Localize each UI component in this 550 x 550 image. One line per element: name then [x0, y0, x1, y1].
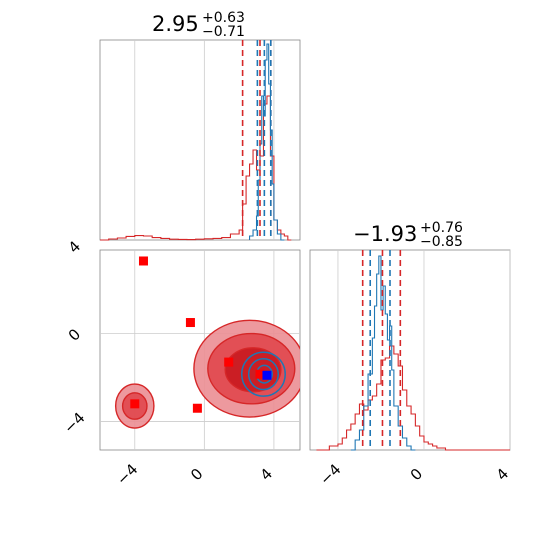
right-xtick-label: 4 [493, 465, 512, 484]
top-title-median: 2.95 [152, 12, 199, 36]
red-point [192, 403, 202, 413]
right-histogram [316, 250, 511, 451]
red-point [255, 369, 265, 379]
panel-top-left-frame [99, 39, 301, 241]
blue-point [262, 370, 272, 380]
red-point [185, 318, 195, 328]
joint-xtick-label: −4 [113, 460, 141, 488]
histogram-step-blue [249, 43, 285, 241]
blue-density-contour [240, 351, 286, 397]
right-title-median: −1.93 [353, 222, 417, 246]
joint-plot-area [100, 250, 300, 450]
right-title-lower: −0.85 [420, 234, 463, 250]
joint-ytick-label: 0 [65, 325, 84, 344]
top-title-upper: +0.63 [202, 10, 245, 26]
joint-xtick-label: 4 [257, 465, 276, 484]
joint-scatter [100, 250, 300, 450]
red-point [138, 256, 148, 266]
right-title-upper: +0.76 [420, 220, 463, 236]
histogram-step-red [316, 345, 510, 451]
histogram-step-red [100, 95, 292, 241]
joint-ytick-label: −4 [60, 409, 88, 437]
right-histogram-title: −1.93 +0.76 −0.85 [353, 220, 463, 250]
panel-bottom-right-frame [309, 249, 511, 451]
top-histogram [100, 40, 292, 241]
right-xtick-label: −4 [316, 460, 344, 488]
joint-xtick-label: 0 [187, 465, 206, 484]
red-point [224, 357, 234, 367]
top-histogram-title: 2.95 +0.63 −0.71 [152, 10, 245, 40]
blue-density-contour [247, 358, 280, 391]
red-point [130, 399, 140, 409]
right-xtick-label: 0 [407, 465, 426, 484]
joint-ytick-label: 4 [65, 237, 84, 256]
top-title-lower: −0.71 [202, 24, 245, 40]
